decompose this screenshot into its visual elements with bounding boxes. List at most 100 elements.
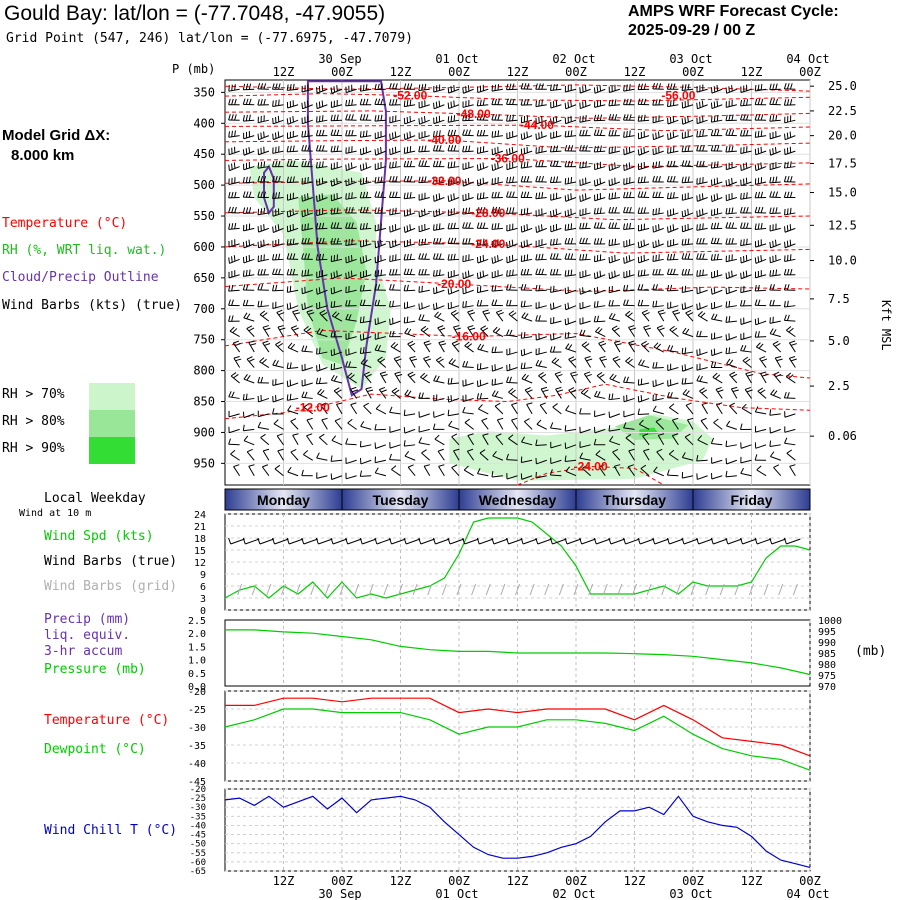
wind-barb-staff <box>363 405 372 415</box>
wind-barb-flag <box>438 100 441 107</box>
wind-barb-staff <box>496 419 504 430</box>
wind-barb-staff <box>552 406 562 415</box>
wind-barb-flag <box>710 129 714 136</box>
wind-barb-staff <box>521 243 533 249</box>
wind-barb-flag <box>564 270 567 277</box>
wind-barb-flag <box>289 84 292 91</box>
wind-barb-flag <box>611 271 613 278</box>
wind-barb <box>696 193 708 202</box>
wind-barb-staff <box>404 196 416 200</box>
wind-barb-staff <box>535 351 547 356</box>
wind-barb-flag <box>570 208 572 215</box>
wind-barb <box>788 356 797 368</box>
wind-barb-flag <box>497 312 504 316</box>
wind-barb <box>757 387 767 399</box>
wind-barb-flag <box>652 191 655 198</box>
forecast-cycle-label: AMPS WRF Forecast Cycle: <box>628 3 839 20</box>
wind-barb-flag <box>672 131 675 138</box>
wind-barb <box>242 146 255 156</box>
wind-barb-staff <box>755 243 767 248</box>
wind-barb-flag <box>684 253 688 260</box>
wind-barb-flag <box>494 130 497 137</box>
wind-barb <box>696 160 708 168</box>
wind-barb <box>420 325 431 338</box>
wind-barb-flag <box>740 423 743 430</box>
wind-barb-flag <box>672 253 676 260</box>
wind-barb-flag <box>640 83 644 90</box>
wind-barb <box>476 363 489 371</box>
wind-barb-staff <box>333 390 343 399</box>
wind-barb-flag <box>316 328 321 334</box>
wind-barb-flag <box>731 207 734 214</box>
wind-barb-flag <box>535 315 538 322</box>
wind-barb-flag <box>747 374 754 377</box>
wind-barb-staff <box>477 258 489 264</box>
wind-barb <box>535 99 547 108</box>
wind-barb-flag <box>277 343 284 348</box>
page-title: Gould Bay: lat/lon = (-77.7048, -47.9055… <box>4 2 386 25</box>
wind-barb-flag <box>637 207 640 214</box>
wind-barb-staff <box>302 197 313 202</box>
wind-barb-flag <box>520 162 523 169</box>
wind-barb <box>462 85 474 94</box>
wind-barb-flag <box>395 358 402 362</box>
legend-cloud-outline: Cloud/Precip Outline <box>2 270 159 285</box>
wind-barb-flag <box>315 254 319 261</box>
wind-barb-flag <box>362 114 366 121</box>
wind-barb-flag <box>582 115 584 122</box>
wind-barb-staff <box>656 327 665 337</box>
wind-barb <box>374 423 386 431</box>
wind-barb-staff <box>228 396 240 399</box>
wind-barb-flag <box>564 303 567 310</box>
wind-barb-staff <box>463 274 474 280</box>
wind-barb-flag <box>468 145 471 152</box>
wind-barb <box>584 356 593 368</box>
dewpoint-label: Dewpoint (°C) <box>44 742 146 757</box>
wind-barb-staff <box>407 374 416 384</box>
wind-barb-flag <box>228 285 231 292</box>
wind-barb <box>453 448 460 461</box>
wind-barb-staff <box>389 428 401 433</box>
wind-barb-staff <box>638 382 650 386</box>
wind-barb <box>740 285 752 294</box>
wind-barb-flag <box>740 239 742 246</box>
wind-barb-flag <box>725 347 728 354</box>
wind-barb <box>418 100 430 109</box>
wind-barb-staff <box>258 413 270 418</box>
wind-barb-flag <box>250 343 257 346</box>
wind-barb-flag <box>278 268 281 275</box>
legend-rh70: RH > 70% <box>2 387 65 402</box>
wind-barb-staff <box>628 342 635 353</box>
wind-barb-flag <box>421 84 424 91</box>
wind-barb <box>476 238 489 247</box>
wind-barb <box>272 99 284 108</box>
wind-barb-staff <box>433 397 445 402</box>
wind-barb-staff <box>243 440 255 446</box>
wind-barb-staff <box>330 150 343 153</box>
wind-barb-staff <box>433 119 445 125</box>
wind-barb-flag <box>655 240 657 247</box>
wind-barb-flag <box>482 433 489 436</box>
wind-barb-flag <box>330 145 333 152</box>
wind-barb <box>613 464 621 476</box>
wind-barb-staff <box>696 459 708 462</box>
wind-barb <box>653 342 664 353</box>
wind-barb-flag <box>713 115 716 122</box>
wind-barb-staff <box>726 289 738 295</box>
surface-wind-barb-grid <box>515 583 520 596</box>
wind-barb-flag <box>596 207 599 214</box>
wind-barb-staff <box>682 457 694 461</box>
wind-barb-staff <box>740 258 752 264</box>
wind-barb-staff <box>725 305 737 308</box>
wind-barb-flag <box>289 253 293 260</box>
wind-barb-staff <box>773 374 782 384</box>
wind-barb-flag <box>684 238 687 245</box>
wind-barb <box>243 312 255 322</box>
wind-barb-flag <box>228 299 231 306</box>
wind-barb <box>710 161 723 169</box>
wind-barb-flag <box>389 99 392 106</box>
wind-barb <box>550 208 562 218</box>
top-time-tick-label: 12Z <box>390 65 412 79</box>
wind-barb-staff <box>611 328 621 337</box>
wind-barb-staff <box>565 459 577 462</box>
